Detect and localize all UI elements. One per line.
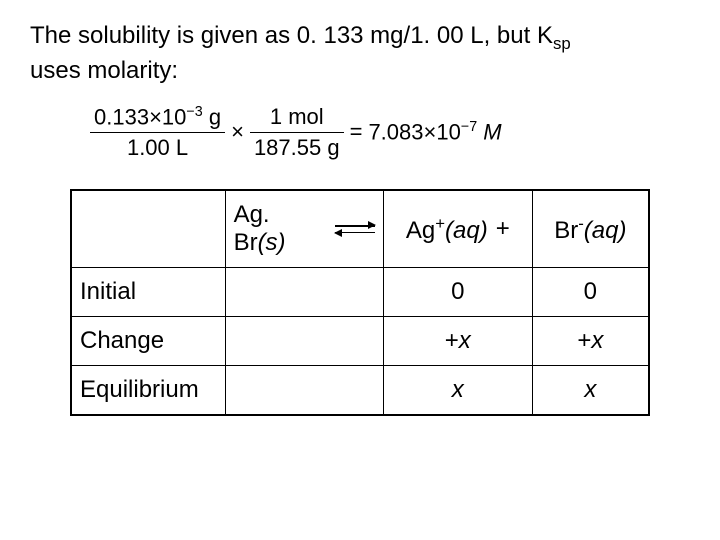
res-a: 7.083 <box>368 120 423 145</box>
prod2-formula: Br <box>554 217 578 244</box>
f2-den: 187.55 g <box>250 135 344 161</box>
intro-sub: sp <box>553 34 571 53</box>
f1-den: 1.00 L <box>123 135 192 161</box>
row-prod1-cell: x <box>384 366 533 414</box>
prod1-charge: + <box>435 214 445 233</box>
row-label: Initial <box>72 268 226 316</box>
ice-table: Ag. Br(s) Ag+(aq) + Br-(aq) Initial 0 0 … <box>70 189 650 416</box>
f1-num-exp: −3 <box>186 104 202 120</box>
prod1-formula: Ag <box>406 217 435 244</box>
table-header-row: Ag. Br(s) Ag+(aq) + Br-(aq) <box>72 191 648 268</box>
conversion-equation: 0.133×10−3 g 1.00 L × 1 mol 187.55 g = 7… <box>90 104 690 161</box>
row-reactant-cell <box>226 317 384 365</box>
row-prod2-cell: x <box>533 366 648 414</box>
res-x: × <box>424 120 437 145</box>
f1-num-b: 10 <box>162 104 186 129</box>
header-product1: Ag+(aq) + <box>384 191 533 267</box>
table-row: Initial 0 0 <box>72 268 648 317</box>
table-row: Change +x +x <box>72 317 648 366</box>
plus-sign: + <box>496 215 510 243</box>
row-prod2-cell: 0 <box>533 268 648 316</box>
intro-line1a: The solubility is given as 0. 133 mg/1. … <box>30 22 553 49</box>
intro-text: The solubility is given as 0. 133 mg/1. … <box>30 20 690 86</box>
f1-num-c: g <box>203 104 221 129</box>
f1-num-a: 0.133 <box>94 104 149 129</box>
row-label: Change <box>72 317 226 365</box>
reactant-state: (s) <box>258 229 286 256</box>
row-prod1-cell: 0 <box>384 268 533 316</box>
prod2-state: (aq) <box>584 217 627 244</box>
header-reactant: Ag. Br(s) <box>226 191 384 267</box>
res-exp: −7 <box>461 119 477 135</box>
fraction-1: 0.133×10−3 g 1.00 L <box>90 104 225 161</box>
fraction-2: 1 mol 187.55 g <box>250 104 344 161</box>
f1-num-x: × <box>149 104 162 129</box>
res-b: 10 <box>436 120 460 145</box>
header-empty <box>72 191 226 267</box>
intro-line2: uses molarity: <box>30 57 178 84</box>
res-unit: M <box>477 120 501 145</box>
equilibrium-arrow-icon <box>335 222 375 236</box>
row-prod2-cell: +x <box>533 317 648 365</box>
equals: = <box>350 119 363 145</box>
f2-num: 1 mol <box>266 104 328 130</box>
header-product2: Br-(aq) <box>533 191 648 267</box>
row-reactant-cell <box>226 268 384 316</box>
table-row: Equilibrium x x <box>72 366 648 414</box>
times-1: × <box>231 119 244 145</box>
row-label: Equilibrium <box>72 366 226 414</box>
result: 7.083×10−7 M <box>368 119 501 145</box>
row-prod1-cell: +x <box>384 317 533 365</box>
row-reactant-cell <box>226 366 384 414</box>
prod1-state: (aq) <box>445 217 488 244</box>
